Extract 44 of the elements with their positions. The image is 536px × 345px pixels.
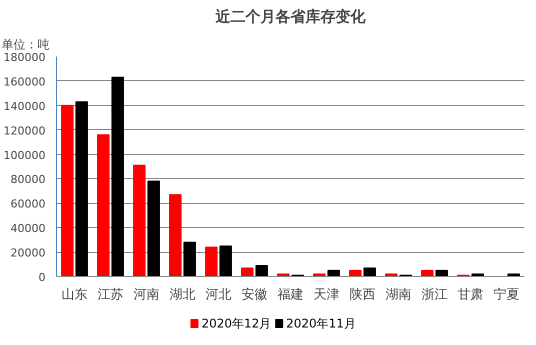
bar [97, 134, 110, 276]
text: 单位：吨 [2, 38, 50, 52]
bar [205, 246, 218, 276]
bar [349, 270, 362, 276]
x-tick-label: 山东 [62, 288, 88, 302]
x-tick-label: 河南 [134, 288, 160, 302]
x-tick-label: 福建 [278, 288, 304, 302]
y-tick-label: 100000 [4, 148, 46, 162]
x-tick-label: 天津 [314, 288, 340, 302]
bar [435, 270, 448, 276]
y-tick-label: 60000 [10, 198, 46, 211]
y-tick-label: 120000 [4, 124, 46, 138]
bar [219, 245, 232, 276]
bar [147, 180, 160, 276]
bar [169, 194, 182, 276]
x-tick-label: 甘肃 [458, 288, 484, 302]
y-tick-label: 180000 [4, 51, 46, 64]
x-tick-label: 陕西 [350, 288, 376, 302]
chart-title: 近二个月各省库存变化 [214, 8, 366, 26]
y-tick-label: 140000 [4, 100, 46, 113]
bar [183, 242, 196, 276]
x-tick-label: 江苏 [98, 288, 124, 302]
x-tick-label: 浙江 [422, 288, 448, 302]
legend-label: 2020年12月 [201, 316, 272, 330]
x-tick-label: 湖北 [170, 288, 196, 302]
bar [255, 265, 268, 276]
bar [421, 270, 434, 276]
bar [241, 267, 254, 276]
y-tick-label: 160000 [4, 75, 46, 88]
bar [133, 164, 146, 276]
bar [61, 104, 74, 276]
y-tick-label: 0 [38, 271, 46, 284]
legend-label: 2020年11月 [286, 316, 356, 330]
bar [111, 76, 124, 276]
x-tick-label: 河北 [206, 288, 232, 302]
bar [363, 267, 376, 276]
x-tick-label: 安徽 [242, 286, 268, 302]
x-tick-label: 宁夏 [494, 286, 520, 302]
bar [75, 101, 88, 276]
y-tick-label: 20000 [10, 246, 46, 260]
y-tick-label: 80000 [10, 173, 46, 186]
x-tick-label: 湖南 [386, 288, 412, 302]
y-tick-label: 40000 [10, 222, 46, 236]
bar [327, 270, 340, 276]
